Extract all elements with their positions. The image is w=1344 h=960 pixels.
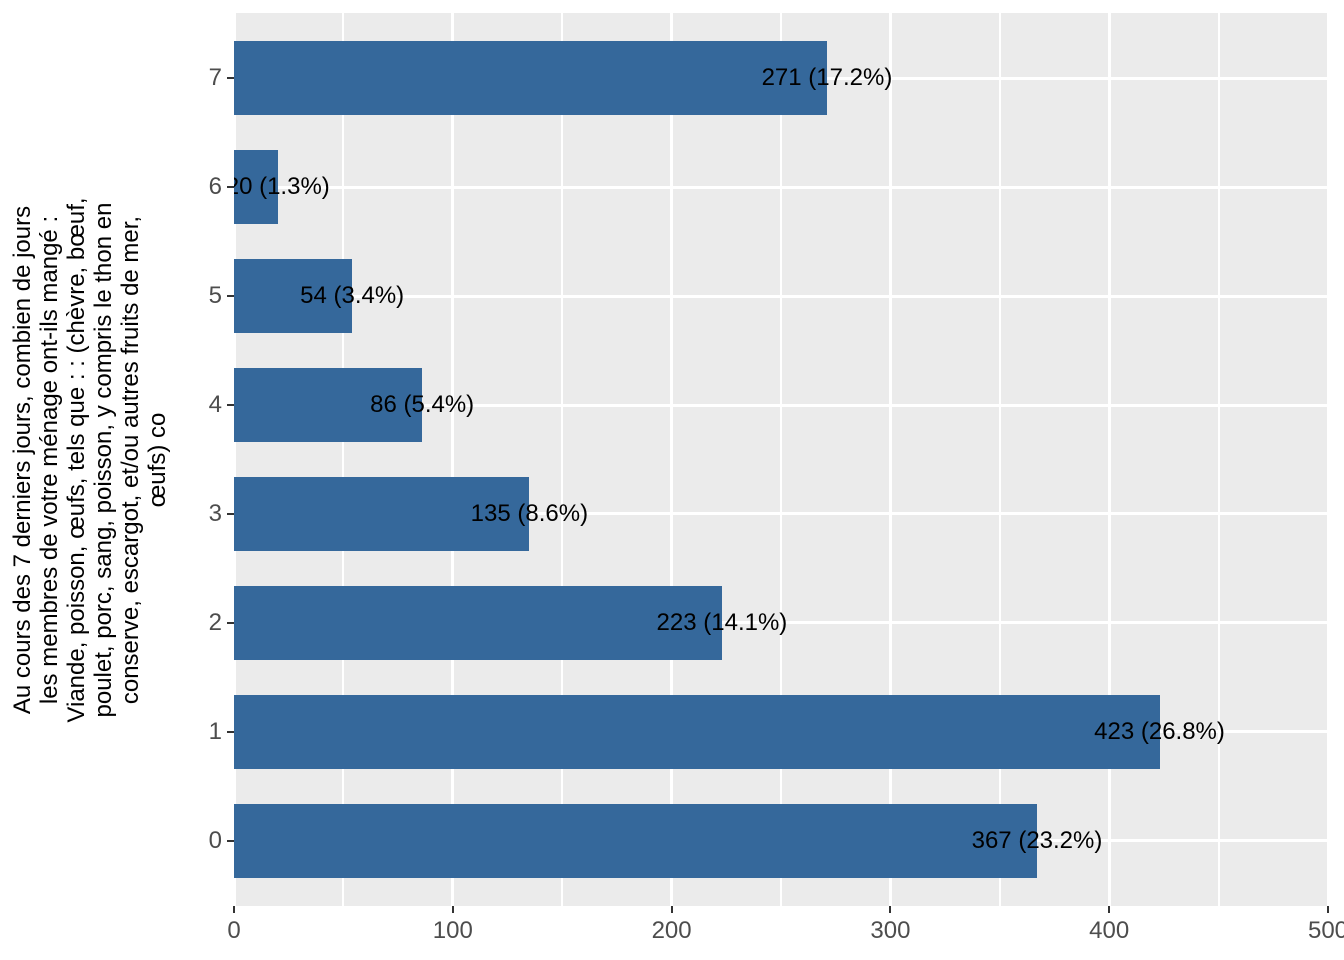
y-axis-title-line: les membres de votre ménage ont-ils mang… bbox=[36, 215, 63, 705]
x-tick-label: 100 bbox=[432, 917, 473, 944]
x-tick-mark bbox=[889, 906, 892, 913]
y-axis-title-line: œufs) co bbox=[144, 412, 171, 508]
y-tick-label: 0 bbox=[208, 826, 222, 854]
x-tick-mark bbox=[1108, 906, 1111, 913]
bar-category-5 bbox=[234, 259, 353, 334]
x-tick-mark bbox=[1327, 906, 1329, 913]
gridline-major-horizontal bbox=[234, 185, 1328, 189]
gridline-major-horizontal bbox=[234, 512, 1328, 516]
gridline-major-horizontal bbox=[234, 621, 1328, 625]
x-tick-label: 300 bbox=[870, 917, 911, 944]
y-tick-label: 3 bbox=[208, 499, 222, 527]
bar-category-2 bbox=[234, 585, 722, 660]
x-tick-label: 400 bbox=[1089, 917, 1130, 944]
y-tick-mark bbox=[227, 404, 234, 407]
y-tick-mark bbox=[227, 77, 234, 80]
y-axis-title-line: Viande, poisson, œufs, tels que : : (chè… bbox=[63, 197, 90, 723]
y-axis-title-line: conserve, escargot, et/ou autres fruits … bbox=[117, 215, 144, 705]
bar-value-label: 86 (5.4%) bbox=[370, 391, 475, 419]
y-tick-mark bbox=[227, 512, 234, 515]
gridline-major-vertical bbox=[670, 13, 674, 906]
gridline-major-vertical bbox=[234, 13, 236, 906]
y-tick-mark bbox=[227, 621, 234, 624]
y-tick-label: 7 bbox=[208, 64, 222, 92]
gridline-major-horizontal bbox=[234, 294, 1328, 298]
gridline-minor-vertical bbox=[561, 13, 564, 906]
bar-value-label: 423 (26.8%) bbox=[1094, 717, 1225, 745]
y-axis-title: Au cours des 7 derniers jours, combien d… bbox=[9, 197, 171, 722]
y-tick-label: 6 bbox=[208, 173, 222, 201]
gridline-major-horizontal bbox=[234, 403, 1328, 407]
bar-value-label: 367 (23.2%) bbox=[971, 826, 1103, 854]
bar-category-4 bbox=[234, 368, 423, 443]
bar-value-label: 54 (3.4%) bbox=[300, 282, 405, 310]
gridline-major-vertical bbox=[888, 13, 892, 906]
gridline-major-vertical bbox=[1107, 13, 1111, 906]
y-tick-label: 2 bbox=[208, 608, 222, 636]
bar-category-0 bbox=[234, 803, 1037, 878]
y-tick-mark bbox=[227, 839, 234, 842]
x-tick-mark bbox=[233, 906, 235, 913]
bar-value-label: 135 (8.6%) bbox=[470, 499, 589, 527]
y-tick-mark bbox=[227, 730, 234, 733]
bar-value-label: 223 (14.1%) bbox=[656, 608, 788, 636]
bar-category-7 bbox=[234, 41, 827, 116]
y-tick-mark bbox=[227, 186, 234, 189]
y-tick-label: 4 bbox=[208, 391, 222, 419]
y-tick-label: 5 bbox=[208, 282, 222, 310]
gridline-minor-vertical bbox=[342, 13, 345, 906]
bar-value-label: 20 (1.3%) bbox=[234, 173, 330, 201]
gridline-minor-vertical bbox=[998, 13, 1001, 906]
x-tick-label: 0 bbox=[227, 917, 241, 944]
y-axis-title-line: poulet, porc, sang, poisson, y compris l… bbox=[90, 202, 117, 718]
x-tick-mark bbox=[670, 906, 673, 913]
x-tick-label: 200 bbox=[651, 917, 692, 944]
y-tick-label: 1 bbox=[208, 717, 222, 745]
gridline-minor-vertical bbox=[1217, 13, 1220, 906]
plot-panel: 271 (17.2%) 20 (1.3%) 54 (3.4%) 86 (5.4%) 13… bbox=[234, 13, 1328, 906]
x-tick-label: 500 bbox=[1307, 917, 1344, 944]
y-tick-mark bbox=[227, 295, 234, 298]
bar-category-6 bbox=[234, 150, 278, 225]
y-axis-title-line: Au cours des 7 derniers jours, combien d… bbox=[9, 205, 36, 715]
x-tick-mark bbox=[451, 906, 454, 913]
bar-value-label: 271 (17.2%) bbox=[761, 64, 893, 92]
bar-category-1 bbox=[234, 694, 1160, 769]
bar-category-3 bbox=[234, 476, 530, 551]
gridline-minor-vertical bbox=[780, 13, 782, 906]
gridline-major-vertical bbox=[1326, 13, 1328, 906]
gridline-major-vertical bbox=[451, 13, 455, 906]
